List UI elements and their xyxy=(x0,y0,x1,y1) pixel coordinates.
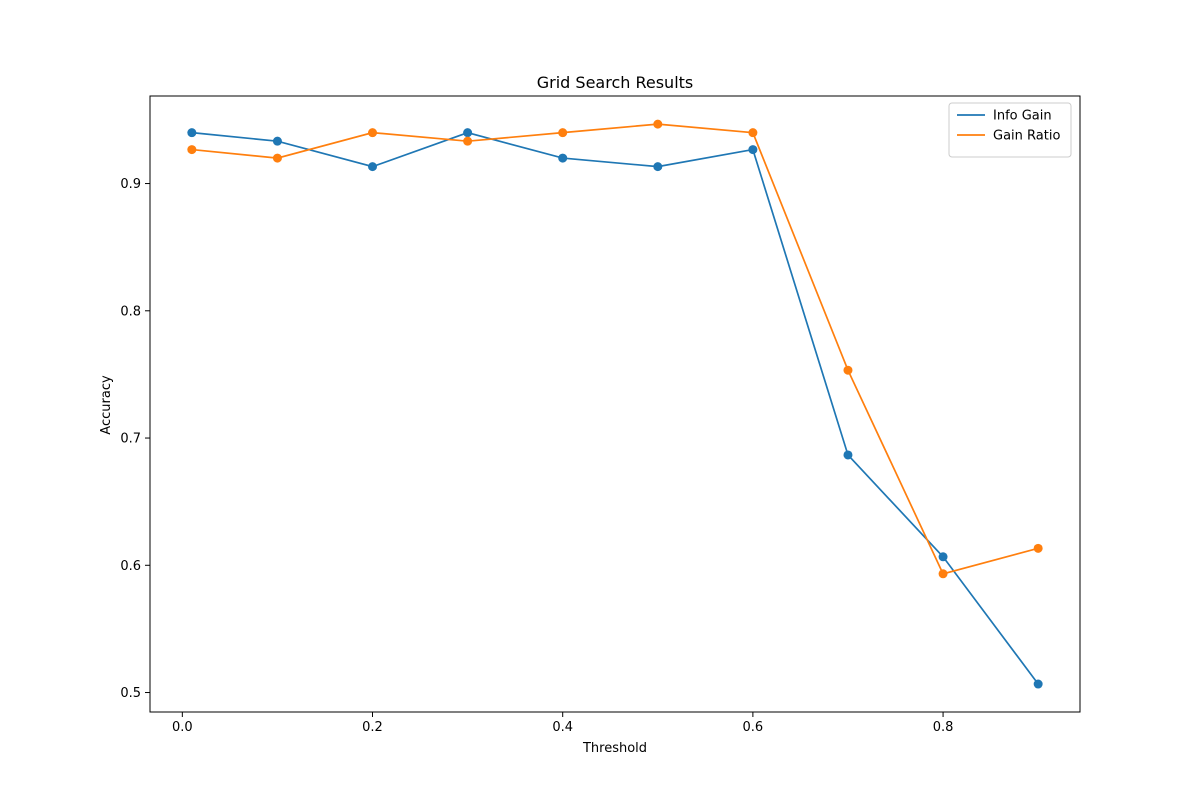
x-tick-label: 0.0 xyxy=(172,720,193,735)
legend-item: Info Gain xyxy=(957,109,1052,124)
data-point xyxy=(653,162,663,172)
y-tick-label: 0.5 xyxy=(120,686,141,701)
y-tick-label: 0.6 xyxy=(120,559,141,574)
data-point xyxy=(187,145,197,155)
data-point xyxy=(463,128,473,138)
data-point xyxy=(272,153,282,163)
series-line xyxy=(191,123,1039,575)
legend: Info Gain Gain Ratio xyxy=(948,102,1072,158)
legend-label: Gain Ratio xyxy=(993,129,1060,144)
plot-area xyxy=(149,95,1081,713)
data-point xyxy=(1033,679,1043,689)
plot-frame xyxy=(149,95,1081,713)
series-0 xyxy=(187,128,1043,689)
data-point xyxy=(843,450,853,460)
data-point xyxy=(272,136,282,146)
y-tick-label: 0.9 xyxy=(120,177,141,192)
data-point xyxy=(748,128,758,138)
x-tick-label: 0.6 xyxy=(743,720,764,735)
legend-box xyxy=(948,102,1072,158)
series-line xyxy=(191,131,1039,685)
x-tick-label: 0.4 xyxy=(552,720,573,735)
legend-item: Gain Ratio xyxy=(957,129,1060,144)
y-tick-label: 0.7 xyxy=(120,432,141,447)
y-axis: 0.5 0.6 0.7 0.8 0.9 xyxy=(120,177,150,701)
y-axis-label: Accuracy xyxy=(99,375,114,435)
data-point xyxy=(187,128,197,138)
series-layer xyxy=(187,119,1043,689)
data-point xyxy=(368,128,378,138)
data-point xyxy=(938,569,948,579)
data-point xyxy=(653,119,663,129)
data-point xyxy=(938,552,948,562)
data-point xyxy=(463,136,473,146)
data-point xyxy=(558,153,568,163)
y-tick-label: 0.8 xyxy=(120,304,141,319)
series-1 xyxy=(187,119,1043,579)
x-tick-label: 0.2 xyxy=(362,720,383,735)
data-point xyxy=(843,365,853,375)
data-point xyxy=(558,128,568,138)
data-point xyxy=(748,145,758,155)
x-axis-label: Threshold xyxy=(582,741,647,756)
data-point xyxy=(1033,543,1043,553)
x-tick-label: 0.8 xyxy=(933,720,954,735)
chart-title: Grid Search Results xyxy=(537,73,694,92)
x-axis: 0.0 0.2 0.4 0.6 0.8 xyxy=(172,712,953,735)
legend-label: Info Gain xyxy=(993,109,1052,124)
data-point xyxy=(368,162,378,172)
